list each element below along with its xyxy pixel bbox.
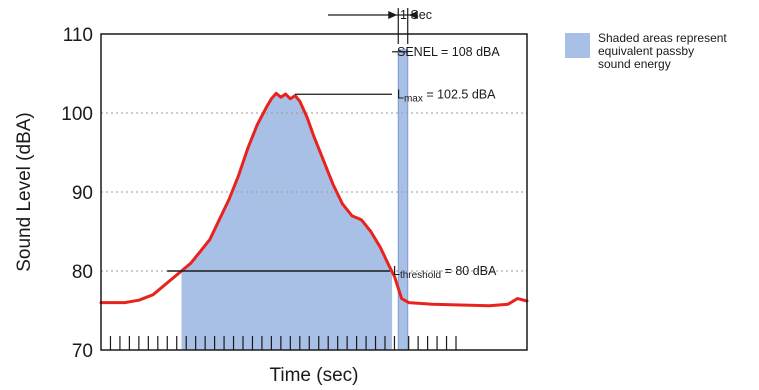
legend-line-3: sound energy — [598, 57, 671, 71]
y-tick-label: 100 — [61, 104, 93, 125]
senel-label: SENEL = 108 dBA — [397, 45, 500, 59]
lmax-subscript: max — [404, 93, 423, 104]
sound-level-curve — [99, 91, 529, 308]
x-tick-marks — [109, 336, 457, 350]
one-sec-arrowhead-left — [388, 11, 398, 19]
one-sec-label: 1 Sec — [400, 8, 432, 22]
y-tick-labels: 70 80 90 100 110 — [61, 25, 93, 362]
lmax-label: Lmax = 102.5 dBA — [397, 87, 496, 104]
threshold-main: L — [393, 264, 400, 278]
threshold-subscript: threshold — [400, 270, 441, 281]
x-axis-title: Time (sec) — [269, 365, 358, 386]
annotations — [167, 8, 418, 272]
legend-line-2: equivalent passby — [598, 44, 694, 58]
threshold-value: = 80 dBA — [441, 264, 497, 278]
threshold-label: Lthreshold = 80 dBA — [393, 264, 497, 281]
y-tick-label: 70 — [72, 341, 93, 362]
one-sec-arrowhead-right — [408, 11, 418, 19]
y-tick-label: 90 — [72, 183, 93, 204]
shaded-energy-area — [181, 93, 393, 350]
curve-layer — [99, 91, 529, 308]
y-axis-title: Sound Level (dBA) — [14, 112, 35, 272]
y-tick-label: 110 — [63, 25, 93, 46]
legend-swatch — [565, 33, 590, 58]
lmax-value: = 102.5 dBA — [423, 87, 496, 101]
y-tick-label: 80 — [72, 262, 93, 283]
lmax-main: L — [397, 87, 404, 101]
plot-frame — [100, 33, 528, 351]
legend-line-1: Shaded areas represent — [598, 31, 727, 45]
